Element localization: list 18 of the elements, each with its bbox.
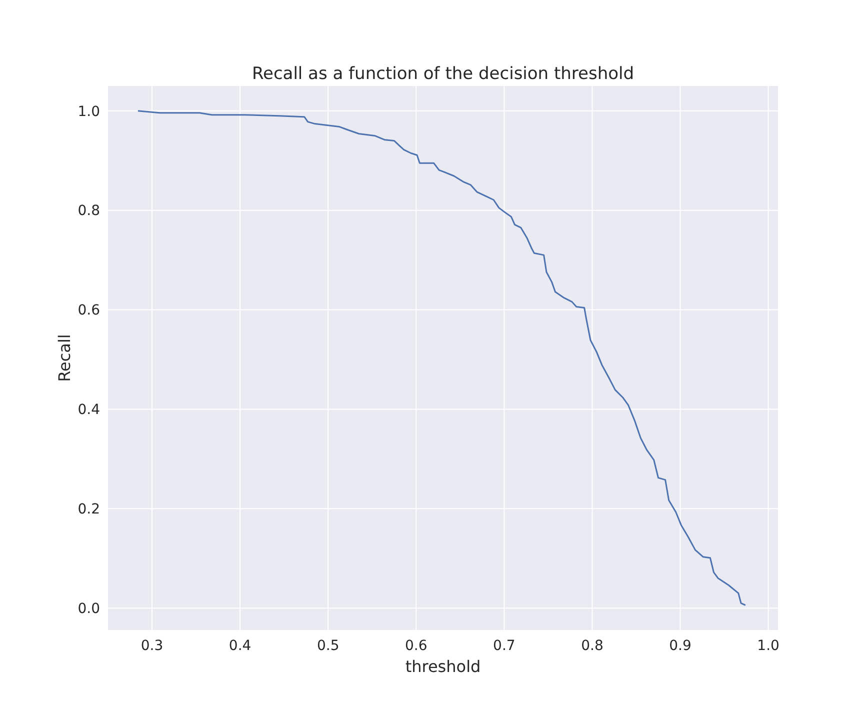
x-tick-label: 0.3 bbox=[140, 638, 164, 654]
y-tick-label: 0.6 bbox=[78, 302, 100, 319]
x-tick-label: 0.9 bbox=[669, 638, 692, 654]
line-series bbox=[137, 110, 746, 606]
y-tick-label: 0.4 bbox=[78, 402, 100, 418]
y-tick-label: 1.0 bbox=[78, 104, 100, 120]
x-tick-label: 0.8 bbox=[581, 638, 604, 654]
x-tick-label: 0.7 bbox=[493, 638, 516, 654]
y-tick-label: 0.2 bbox=[78, 502, 100, 518]
x-tick-label: 1.0 bbox=[757, 638, 780, 654]
x-tick-label: 0.4 bbox=[228, 638, 252, 654]
x-tick-label: 0.5 bbox=[316, 638, 340, 654]
x-tick-label: 0.6 bbox=[405, 638, 428, 654]
y-tick-label: 0.0 bbox=[78, 601, 100, 618]
x-axis-title: threshold bbox=[405, 657, 481, 676]
chart-title: Recall as a function of the decision threshold bbox=[252, 64, 634, 84]
y-axis-title: Recall bbox=[55, 334, 74, 382]
y-tick-label: 0.8 bbox=[78, 203, 100, 220]
